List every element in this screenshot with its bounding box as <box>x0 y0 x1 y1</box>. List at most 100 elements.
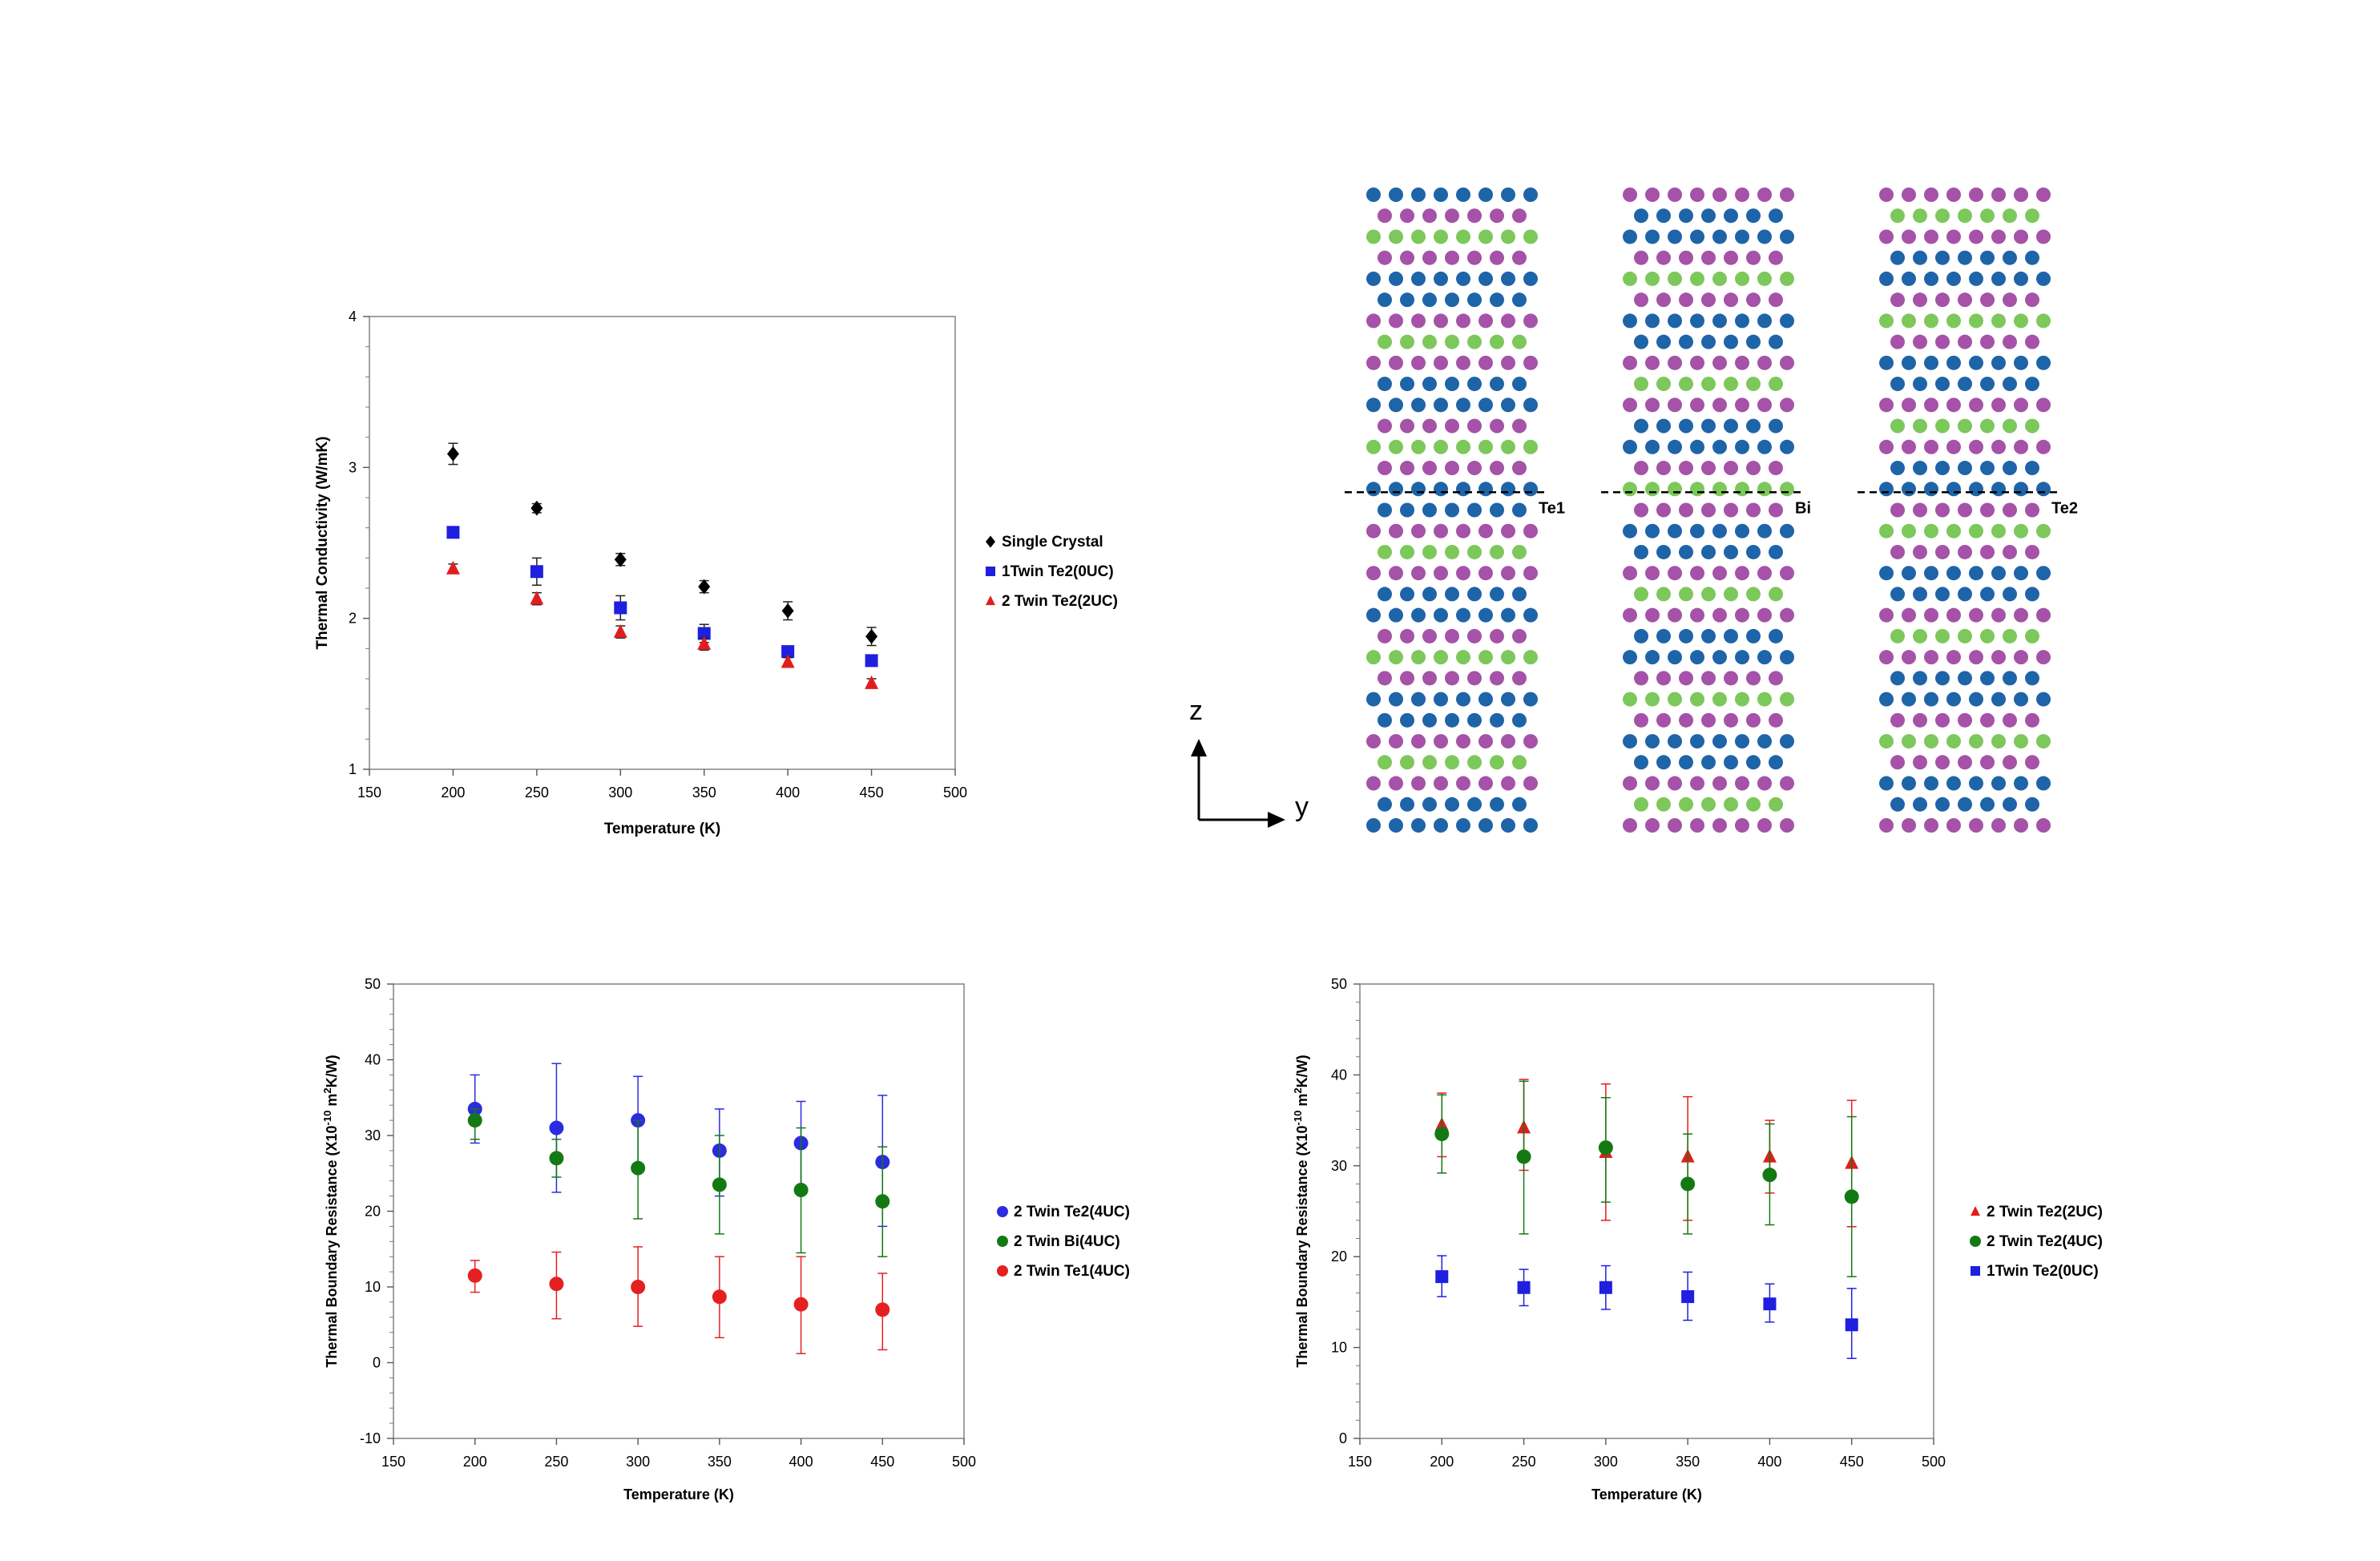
atom <box>1780 607 1794 623</box>
atom <box>1991 188 2006 202</box>
atom <box>1958 250 1972 265</box>
atom <box>1724 587 1738 602</box>
atom <box>1769 377 1783 392</box>
data-point <box>793 1297 809 1312</box>
atom <box>1523 566 1538 581</box>
atom <box>1366 355 1381 370</box>
atom <box>1679 418 1693 434</box>
atom <box>1701 334 1716 349</box>
atom <box>1980 755 1995 770</box>
atom <box>1456 313 1470 329</box>
atom <box>1735 776 1749 791</box>
atom <box>1467 797 1482 812</box>
atom <box>1501 482 1515 497</box>
atom <box>1656 587 1671 602</box>
atom <box>1411 355 1426 370</box>
series-2 <box>446 560 879 689</box>
data-point <box>446 526 460 539</box>
atom <box>1969 650 1983 665</box>
x-tick-label: 200 <box>463 1454 487 1470</box>
atom <box>1902 271 1916 286</box>
atom <box>1434 271 1448 286</box>
atom <box>1757 229 1772 244</box>
atom <box>1780 734 1794 749</box>
atom <box>1902 355 1916 370</box>
x-tick-label: 450 <box>870 1454 894 1470</box>
atom <box>2025 628 2039 643</box>
atom <box>1757 692 1772 707</box>
x-tick-label: 250 <box>525 785 549 801</box>
atom <box>1724 377 1738 392</box>
series-0 <box>446 442 878 647</box>
atom <box>1712 818 1727 833</box>
atom <box>1746 712 1761 728</box>
atom <box>2036 439 2051 454</box>
atom <box>1980 250 1995 265</box>
atom <box>1490 544 1504 559</box>
atom <box>1935 418 1950 434</box>
atom <box>1389 692 1403 707</box>
x-tick-label: 300 <box>626 1454 650 1470</box>
y-tick-label: 0 <box>1339 1430 1347 1446</box>
atom <box>1634 544 1648 559</box>
atom <box>1890 544 1905 559</box>
atom <box>1879 776 1894 791</box>
legend-label: 2 Twin Bi(4UC) <box>1014 1233 1120 1250</box>
atom <box>1946 776 1961 791</box>
atom <box>1445 587 1459 602</box>
data-point <box>530 500 543 516</box>
atom <box>1623 818 1637 833</box>
atom <box>1623 188 1637 202</box>
atom <box>1913 755 1927 770</box>
atom <box>1478 271 1493 286</box>
data-point <box>631 1280 646 1294</box>
atom <box>1512 461 1527 476</box>
atom <box>1890 292 1905 308</box>
atom <box>1400 544 1414 559</box>
atom <box>1712 439 1727 454</box>
atom <box>2025 712 2039 728</box>
atom <box>1757 355 1772 370</box>
atom <box>1913 671 1927 686</box>
atom <box>1712 776 1727 791</box>
atom <box>1913 334 1927 349</box>
atom <box>1445 755 1459 770</box>
atom <box>1634 712 1648 728</box>
atom <box>1746 587 1761 602</box>
atom <box>1757 313 1772 329</box>
atom <box>1746 418 1761 434</box>
atom <box>1958 418 1972 434</box>
atom <box>1490 250 1504 265</box>
atom <box>1958 712 1972 728</box>
atom <box>1935 208 1950 224</box>
atom <box>1467 461 1482 476</box>
x-tick-label: 350 <box>708 1454 732 1470</box>
atom <box>1935 587 1950 602</box>
atom <box>1769 250 1783 265</box>
atom <box>1701 628 1716 643</box>
atom <box>1735 818 1749 833</box>
atom <box>1467 628 1482 643</box>
y-tick-label: 30 <box>1331 1158 1347 1174</box>
atom <box>1980 671 1995 686</box>
atom <box>1478 482 1493 497</box>
atom <box>1523 229 1538 244</box>
data-point <box>781 645 795 659</box>
atom <box>2036 523 2051 538</box>
atom <box>1523 776 1538 791</box>
atom <box>1690 313 1704 329</box>
legend-label: 2 Twin Te1(4UC) <box>1014 1263 1130 1280</box>
atom <box>1478 355 1493 370</box>
atom <box>1757 650 1772 665</box>
atom <box>1490 377 1504 392</box>
atom <box>1668 188 1682 202</box>
atom <box>2025 502 2039 518</box>
atom <box>1701 377 1716 392</box>
atom <box>1656 712 1671 728</box>
atom <box>1366 692 1381 707</box>
atom <box>1980 461 1995 476</box>
atom <box>1924 271 1938 286</box>
data-point <box>446 446 459 462</box>
atom <box>2025 755 2039 770</box>
atom <box>1645 439 1660 454</box>
